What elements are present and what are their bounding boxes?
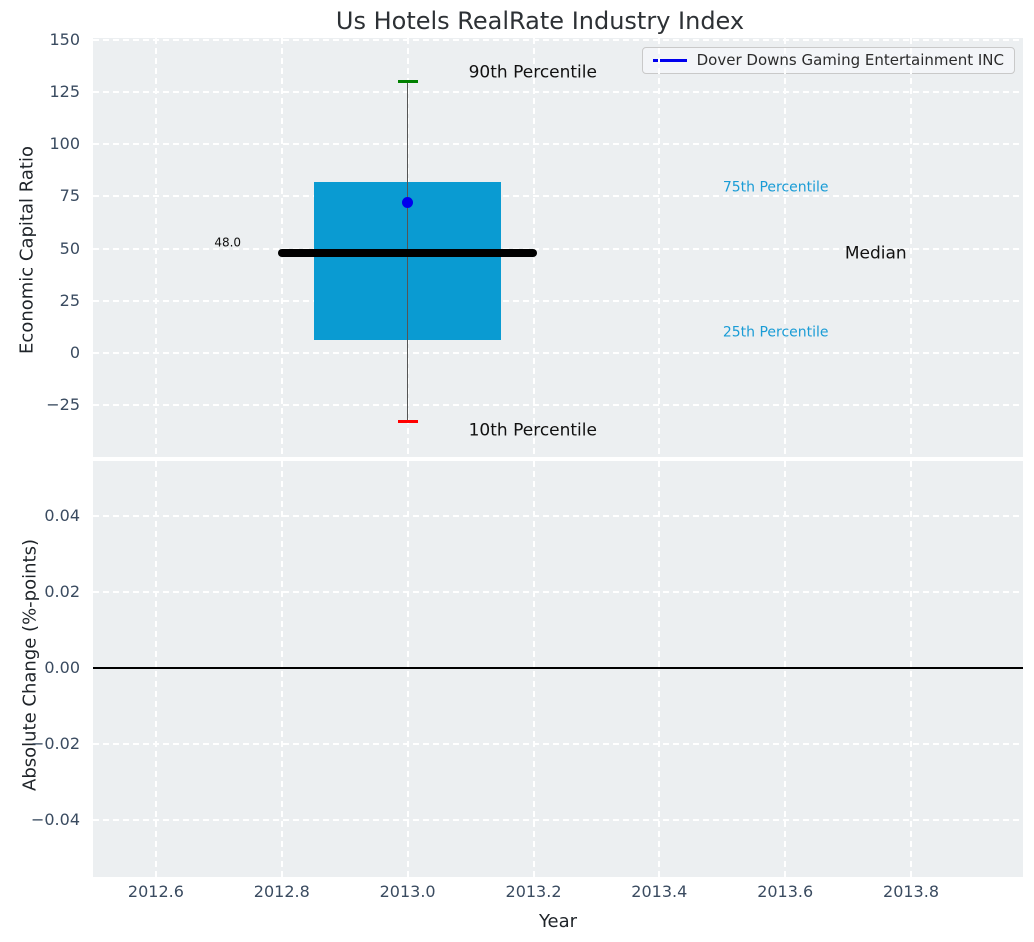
h-gridline bbox=[93, 515, 1023, 518]
y-tick-label: 0.02 bbox=[44, 582, 80, 602]
y-tick-label: 50 bbox=[59, 238, 80, 258]
x-tick-label: 2012.6 bbox=[127, 882, 184, 901]
p90-cap bbox=[397, 80, 418, 84]
h-gridline bbox=[93, 299, 1023, 302]
x-tick-label: 2013.8 bbox=[883, 882, 939, 901]
x-axis-label: Year bbox=[538, 911, 578, 932]
v-gridline bbox=[784, 38, 787, 457]
x-tick-label: 2013.6 bbox=[757, 882, 814, 901]
h-gridline bbox=[93, 247, 1023, 250]
annotation-25th-percentile: 25th Percentile bbox=[722, 324, 829, 341]
y-tick-label: 0 bbox=[69, 343, 80, 362]
x-tick-label: 2013.4 bbox=[631, 882, 688, 901]
y-tick-label: −25 bbox=[46, 395, 80, 415]
h-gridline bbox=[93, 91, 1023, 94]
y-tick-label: 150 bbox=[49, 30, 80, 50]
y-tick-label: −0.02 bbox=[30, 734, 80, 754]
h-gridline bbox=[93, 591, 1023, 594]
legend-label: Dover Downs Gaming Entertainment INC bbox=[696, 51, 1004, 69]
h-gridline bbox=[93, 351, 1023, 354]
y-tick-label: −0.04 bbox=[30, 810, 80, 830]
v-gridline bbox=[910, 38, 912, 457]
y-tick-label: 100 bbox=[49, 134, 80, 154]
annotation-median: Median bbox=[844, 243, 907, 264]
chart-title: Us Hotels RealRate Industry Index bbox=[335, 7, 745, 35]
h-gridline bbox=[93, 743, 1023, 746]
h-gridline bbox=[93, 195, 1023, 198]
h-gridline bbox=[93, 819, 1023, 822]
v-gridline bbox=[532, 38, 535, 457]
y-tick-label: 125 bbox=[49, 82, 80, 102]
v-gridline bbox=[280, 38, 283, 457]
h-gridline bbox=[93, 143, 1023, 146]
h-gridline bbox=[93, 403, 1023, 406]
zero-line bbox=[93, 667, 1023, 670]
legend-line-swatch bbox=[652, 59, 687, 62]
legend: Dover Downs Gaming Entertainment INC bbox=[641, 47, 1015, 74]
p10-cap bbox=[397, 420, 418, 424]
v-gridline bbox=[154, 38, 157, 457]
median-line bbox=[277, 248, 538, 257]
annotation-10th-percentile: 10th Percentile bbox=[468, 420, 597, 441]
x-tick-label: 2013.2 bbox=[505, 882, 562, 901]
v-gridline bbox=[658, 38, 661, 457]
y-tick-label: 0.00 bbox=[44, 658, 80, 678]
annotation-48-0: 48.0 bbox=[214, 235, 242, 250]
y-tick-label: 0.04 bbox=[44, 506, 80, 526]
x-tick-label: 2012.8 bbox=[253, 882, 310, 901]
h-gridline bbox=[93, 39, 1023, 42]
y-tick-label: 25 bbox=[59, 290, 80, 310]
x-tick-label: 2013.0 bbox=[379, 882, 436, 901]
company-marker bbox=[402, 197, 414, 209]
annotation-90th-percentile: 90th Percentile bbox=[468, 63, 597, 84]
annotation-75th-percentile: 75th Percentile bbox=[722, 179, 829, 196]
y-tick-label: 75 bbox=[59, 186, 80, 206]
